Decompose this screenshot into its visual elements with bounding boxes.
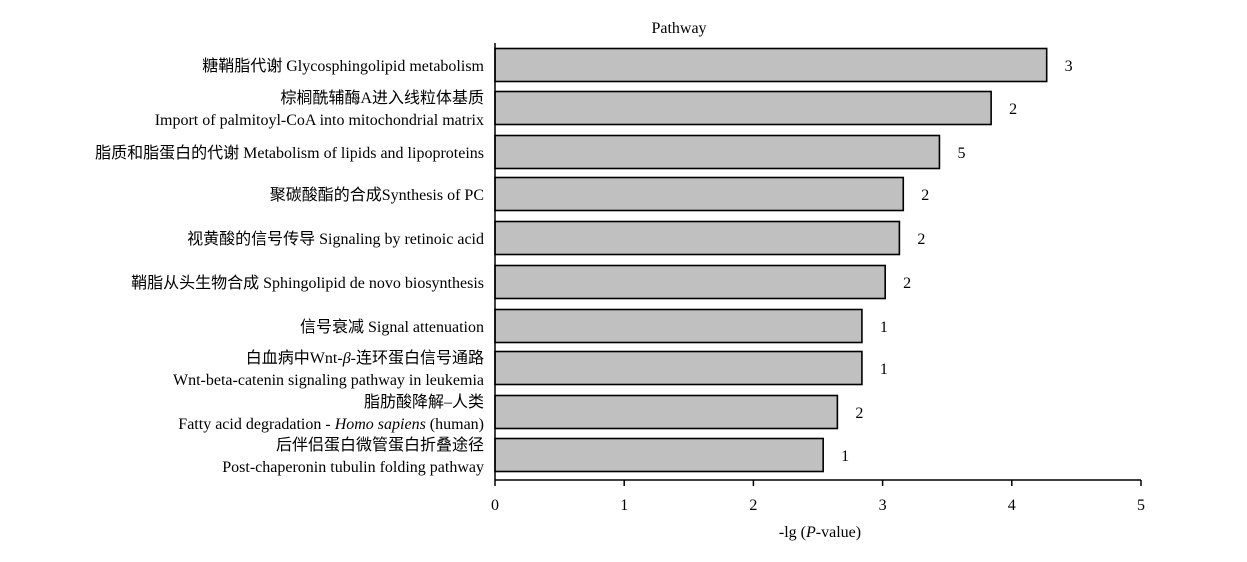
x-tick-label: 2 xyxy=(749,497,757,514)
category-label: 糖鞘脂代谢 Glycosphingolipid metabolism xyxy=(202,57,484,75)
chart-title: Pathway xyxy=(651,20,706,37)
bar-count-label: 2 xyxy=(1009,101,1017,118)
x-tick-label: 5 xyxy=(1137,497,1145,514)
bar xyxy=(494,394,839,430)
bar xyxy=(494,308,863,344)
x-tick-label: 4 xyxy=(1008,497,1016,514)
bars-layer: 3 2 5 2 2 2 1 1 2 1 xyxy=(494,47,1073,473)
category-label: Import of palmitoyl-CoA into mitochondri… xyxy=(155,112,484,129)
category-label: 白血病中Wnt-β-连环蛋白信号通路 xyxy=(246,349,484,367)
category-label: 信号衰减 Signal attenuation xyxy=(300,318,484,336)
x-tick-label: 0 xyxy=(491,497,499,514)
bar-count-label: 2 xyxy=(855,405,863,422)
x-axis: 0 1 2 3 4 5 xyxy=(491,43,1145,514)
category-label: 聚碳酸酯的合成Synthesis of PC xyxy=(270,186,484,204)
bar-count-label: 1 xyxy=(841,448,849,465)
bar xyxy=(494,47,1048,83)
category-label: 鞘脂从头生物合成 Sphingolipid de novo biosynthes… xyxy=(131,274,484,292)
x-axis-label: -lg (P-value) xyxy=(779,524,861,541)
category-label: 棕榈酰辅酶A进入线粒体基质 xyxy=(280,89,484,107)
category-label: 视黄酸的信号传导 Signaling by retinoic acid xyxy=(187,230,484,248)
bar-count-label: 2 xyxy=(917,231,925,248)
category-label: 脂质和脂蛋白的代谢 Metabolism of lipids and lipop… xyxy=(95,144,484,162)
bar xyxy=(494,220,901,256)
x-tick-label: 1 xyxy=(620,497,628,514)
bar xyxy=(494,90,992,126)
bar-count-label: 3 xyxy=(1065,58,1073,75)
category-label: Fatty acid degradation - Homo sapiens (h… xyxy=(178,416,484,433)
bar xyxy=(494,176,905,212)
bar xyxy=(494,437,824,473)
category-label: Wnt-beta-catenin signaling pathway in le… xyxy=(173,372,484,389)
category-label: 后伴侣蛋白微管蛋白折叠途径 xyxy=(276,436,484,454)
bar-count-label: 5 xyxy=(957,145,965,162)
category-label: 脂肪酸降解–人类 xyxy=(364,393,484,411)
bar-count-label: 1 xyxy=(880,361,888,378)
bar xyxy=(494,264,886,300)
x-tick-label: 3 xyxy=(879,497,887,514)
bar xyxy=(494,134,941,170)
bar xyxy=(494,350,863,386)
bar-count-label: 2 xyxy=(903,275,911,292)
bar-count-label: 1 xyxy=(880,319,888,336)
category-label: Post-chaperonin tubulin folding pathway xyxy=(222,459,484,476)
category-labels: 糖鞘脂代谢 Glycosphingolipid metabolism 棕榈酰辅酶A… xyxy=(95,57,484,476)
bar-count-label: 2 xyxy=(921,187,929,204)
